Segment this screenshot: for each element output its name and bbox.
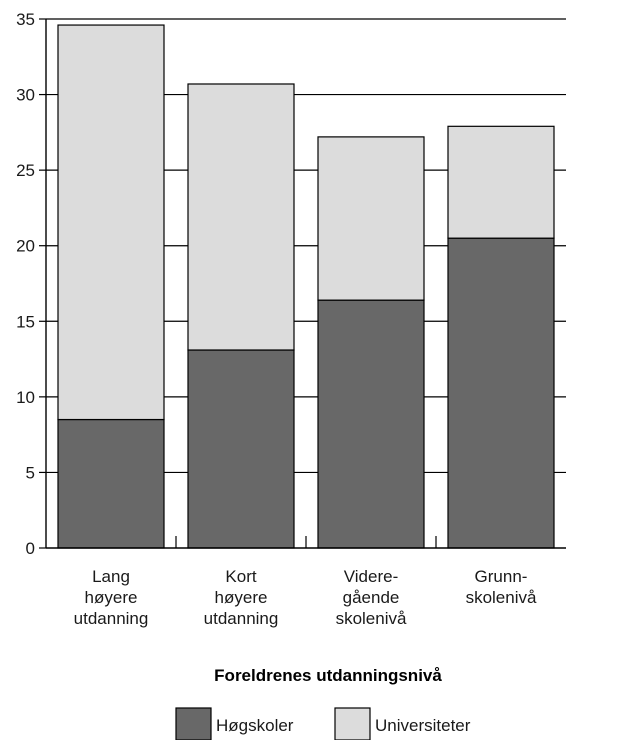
category-label-1-1: høyere [215, 588, 268, 607]
legend-label-0: Høgskoler [216, 716, 294, 735]
bar-universiteter-3 [447, 125, 555, 239]
bar-universiteter-0 [57, 24, 165, 421]
bars [57, 24, 555, 549]
category-label-2-0: Videre- [344, 567, 399, 586]
category-label-2-2: skolenivå [336, 609, 407, 628]
category-label-3-0: Grunn- [475, 567, 528, 586]
y-tick-label-30: 30 [16, 86, 35, 105]
legend: Høgskoler Universiteter [175, 707, 471, 740]
y-tick-label-0: 0 [26, 539, 35, 558]
category-label-0-2: utdanning [74, 609, 149, 628]
y-tick-label-20: 20 [16, 237, 35, 256]
bar-universiteter-2 [317, 136, 425, 301]
bar-hogskoler-3 [447, 237, 555, 549]
legend-swatch-0 [175, 707, 212, 740]
category-label-0-1: høyere [85, 588, 138, 607]
x-axis-label: Foreldrenes utdanningsnivå [214, 666, 442, 685]
axes [39, 18, 566, 549]
category-label-3-1: skolenivå [466, 588, 537, 607]
legend-label-1: Universiteter [375, 716, 471, 735]
bar-hogskoler-0 [57, 418, 165, 549]
category-label-1-0: Kort [225, 567, 256, 586]
y-tick-label-10: 10 [16, 388, 35, 407]
legend-swatch-1 [334, 707, 371, 740]
y-tick-label-15: 15 [16, 312, 35, 331]
bar-hogskoler-2 [317, 299, 425, 549]
category-label-2-1: gående [343, 588, 400, 607]
y-tick-label-25: 25 [16, 161, 35, 180]
y-tick-label-5: 5 [26, 463, 35, 482]
category-labels: Lang høyere utdanning Kort høyere utdanning Vi… [74, 567, 537, 628]
y-tick-label-35: 35 [16, 10, 35, 29]
category-label-0-0: Lang [92, 567, 130, 586]
bar-universiteter-1 [187, 83, 295, 351]
bar-hogskoler-1 [187, 349, 295, 549]
y-tick-labels: 0 5 10 15 20 25 30 35 [16, 10, 35, 558]
category-label-1-2: utdanning [204, 609, 279, 628]
